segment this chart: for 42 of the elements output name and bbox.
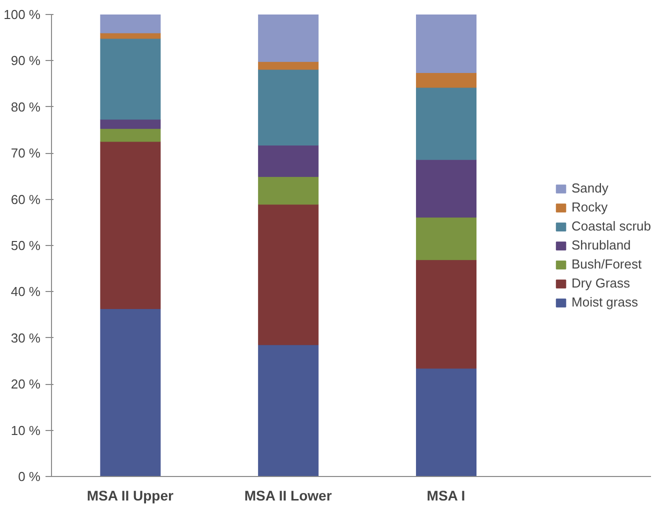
bar (258, 344, 319, 476)
y-tick-label: 100 % (4, 7, 41, 22)
legend-label: Dry Grass (572, 276, 630, 290)
legend-label: Moist grass (572, 294, 638, 310)
bar (100, 14, 161, 34)
legend-label: Sandy (572, 180, 608, 196)
bar (258, 144, 319, 177)
legend-label: Coastal scrub (572, 218, 651, 234)
bar (258, 204, 319, 346)
y-tick-label: 70 % (10, 146, 41, 161)
legend-label: Bush/Forest (572, 256, 642, 272)
bar (100, 141, 161, 310)
y-tick-label: 20 % (10, 376, 41, 392)
y-tick-label: 80 % (10, 99, 41, 114)
y-tick-label: 30 % (10, 330, 41, 346)
y-tick-label: 50 % (10, 238, 41, 253)
y-tick-label: 40 % (10, 284, 41, 300)
x-tick-label: MSA II Lower (244, 488, 332, 504)
bar (416, 368, 476, 476)
x-tick-label: MSA I (426, 488, 466, 504)
bar (100, 308, 161, 476)
y-tick-label: 0 % (18, 469, 41, 484)
x-tick-label: MSA II Upper (86, 488, 174, 504)
bar (100, 128, 161, 142)
bar (416, 14, 476, 73)
y-tick-label: 60 % (10, 192, 41, 207)
legend-label: Rocky (572, 200, 608, 214)
bar (416, 72, 476, 88)
legend-label: Shrubland (572, 238, 631, 252)
bar (416, 260, 476, 369)
bar (416, 217, 476, 260)
bar (416, 87, 476, 160)
bar (100, 38, 161, 120)
bar (258, 176, 319, 205)
bar (100, 32, 161, 39)
bar (258, 69, 319, 146)
bar (258, 14, 319, 62)
bar (258, 61, 319, 70)
y-tick-label: 90 % (10, 53, 41, 68)
bar (100, 119, 161, 129)
bar (416, 159, 476, 218)
y-tick-label: 10 % (10, 422, 41, 438)
